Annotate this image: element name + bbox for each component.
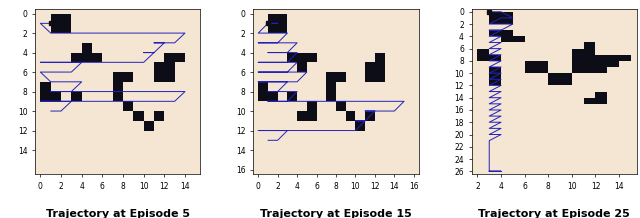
Bar bbox=[268, 92, 278, 101]
Bar bbox=[268, 14, 287, 33]
Bar bbox=[51, 92, 61, 101]
Title: Trajectory at Episode 15: Trajectory at Episode 15 bbox=[260, 209, 412, 218]
Title: Trajectory at Episode 25: Trajectory at Episode 25 bbox=[478, 209, 630, 218]
Bar bbox=[595, 92, 607, 104]
Bar bbox=[501, 30, 513, 36]
Bar bbox=[489, 67, 501, 73]
Bar bbox=[82, 53, 102, 62]
Bar bbox=[584, 43, 595, 49]
Bar bbox=[123, 101, 133, 111]
Bar bbox=[154, 111, 164, 121]
Bar bbox=[477, 49, 489, 61]
Bar bbox=[595, 55, 619, 67]
Bar bbox=[113, 82, 123, 101]
Bar bbox=[365, 111, 375, 121]
Bar bbox=[287, 92, 297, 101]
Bar bbox=[489, 55, 501, 61]
Bar bbox=[489, 73, 501, 85]
Bar bbox=[287, 53, 297, 62]
Bar bbox=[346, 111, 355, 121]
Bar bbox=[513, 36, 525, 43]
Bar bbox=[175, 53, 185, 62]
Bar bbox=[297, 62, 307, 72]
Bar bbox=[82, 43, 92, 53]
Bar bbox=[572, 49, 595, 73]
Bar bbox=[326, 82, 336, 101]
Bar bbox=[40, 82, 51, 101]
Bar bbox=[164, 53, 175, 62]
Bar bbox=[489, 30, 501, 36]
Bar bbox=[584, 98, 595, 104]
Bar bbox=[297, 111, 307, 121]
Bar bbox=[489, 12, 513, 24]
Bar bbox=[307, 111, 317, 121]
Bar bbox=[258, 82, 268, 101]
Bar bbox=[375, 53, 385, 62]
Bar bbox=[133, 111, 143, 121]
Bar bbox=[355, 121, 365, 131]
Bar bbox=[326, 72, 346, 82]
Bar bbox=[71, 53, 82, 62]
Bar bbox=[336, 101, 346, 111]
Bar bbox=[619, 55, 631, 61]
Bar bbox=[548, 73, 572, 85]
Bar bbox=[297, 53, 317, 62]
Bar bbox=[525, 61, 548, 73]
Bar bbox=[307, 101, 317, 111]
Bar bbox=[71, 92, 82, 101]
Bar bbox=[595, 67, 607, 73]
Bar bbox=[365, 62, 385, 82]
Bar bbox=[143, 121, 154, 131]
Title: Trajectory at Episode 5: Trajectory at Episode 5 bbox=[46, 209, 190, 218]
Bar bbox=[154, 62, 175, 82]
Bar bbox=[501, 36, 513, 43]
Bar bbox=[51, 14, 71, 33]
Bar bbox=[113, 72, 133, 82]
